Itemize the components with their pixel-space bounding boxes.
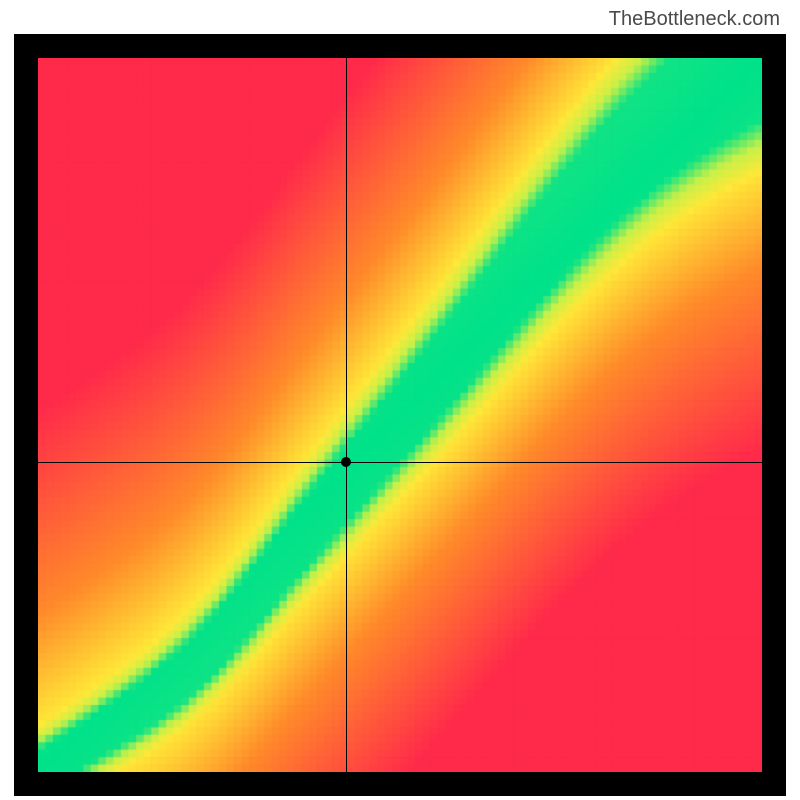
watermark-text: TheBottleneck.com — [609, 8, 780, 31]
heatmap-canvas — [38, 58, 762, 772]
plot-outer-frame — [14, 34, 786, 796]
data-point-marker — [341, 457, 351, 467]
crosshair-vertical — [346, 58, 347, 772]
crosshair-horizontal — [38, 462, 762, 463]
plot-area — [38, 58, 762, 772]
chart-container: TheBottleneck.com — [0, 0, 800, 800]
